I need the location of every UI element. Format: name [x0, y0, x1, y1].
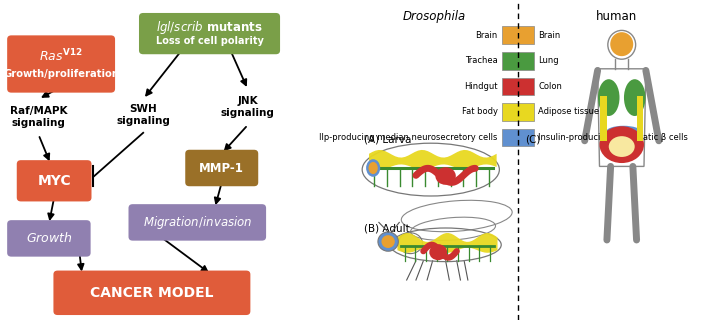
- Text: Hindgut: Hindgut: [464, 82, 498, 91]
- Text: Growth/proliferation: Growth/proliferation: [3, 68, 119, 79]
- Text: MMP-1: MMP-1: [199, 162, 244, 174]
- Text: $\mathbf{\mathit{Ras}^{V12}}$: $\mathbf{\mathit{Ras}^{V12}}$: [40, 48, 83, 64]
- Text: CANCER MODEL: CANCER MODEL: [90, 286, 214, 300]
- Ellipse shape: [436, 167, 456, 185]
- FancyBboxPatch shape: [128, 204, 266, 241]
- Ellipse shape: [378, 232, 398, 251]
- Bar: [502, 52, 534, 69]
- FancyBboxPatch shape: [139, 13, 280, 54]
- Text: (C): (C): [526, 134, 541, 144]
- Ellipse shape: [600, 126, 644, 163]
- Text: Ilp-producing median neurosecretory cells: Ilp-producing median neurosecretory cell…: [320, 133, 498, 142]
- Text: $\mathit{Migration/invasion}$: $\mathit{Migration/invasion}$: [143, 214, 252, 231]
- Text: Insulin-producing pancreatic β cells: Insulin-producing pancreatic β cells: [538, 133, 688, 142]
- Text: Raf/MAPK
signaling: Raf/MAPK signaling: [9, 106, 67, 128]
- FancyBboxPatch shape: [7, 220, 91, 257]
- Text: Fat body: Fat body: [462, 108, 498, 116]
- Text: JNK
signaling: JNK signaling: [221, 96, 275, 118]
- FancyBboxPatch shape: [17, 160, 91, 202]
- Text: Colon: Colon: [538, 82, 562, 91]
- Bar: [502, 129, 534, 146]
- Ellipse shape: [624, 79, 645, 116]
- Text: MYC: MYC: [37, 174, 71, 188]
- Bar: [636, 96, 643, 141]
- Bar: [502, 26, 534, 44]
- Text: Trachea: Trachea: [465, 56, 498, 65]
- Text: human: human: [595, 10, 636, 23]
- Ellipse shape: [606, 126, 642, 138]
- Bar: [600, 96, 607, 141]
- Ellipse shape: [598, 79, 619, 116]
- Text: Drosophila: Drosophila: [403, 10, 466, 23]
- Polygon shape: [369, 150, 497, 170]
- Text: Loss of cell polarity: Loss of cell polarity: [156, 36, 264, 46]
- Ellipse shape: [429, 244, 447, 260]
- Ellipse shape: [369, 162, 378, 174]
- Ellipse shape: [366, 159, 380, 177]
- Bar: [502, 103, 534, 121]
- Bar: [502, 77, 534, 95]
- Text: (A) Larva: (A) Larva: [364, 134, 411, 144]
- FancyBboxPatch shape: [185, 150, 258, 186]
- Text: SWH
signaling: SWH signaling: [116, 104, 170, 126]
- Ellipse shape: [609, 136, 635, 157]
- Text: Lung: Lung: [538, 56, 559, 65]
- Text: $\mathit{Growth}$: $\mathit{Growth}$: [25, 231, 72, 245]
- Text: $\mathbf{\mathit{lgl/scrib}}$ mutants: $\mathbf{\mathit{lgl/scrib}}$ mutants: [156, 19, 263, 36]
- FancyBboxPatch shape: [53, 270, 251, 315]
- FancyBboxPatch shape: [7, 36, 115, 92]
- Polygon shape: [397, 233, 498, 253]
- Text: (B) Adult: (B) Adult: [364, 224, 410, 234]
- Text: Adipose tissue: Adipose tissue: [538, 108, 599, 116]
- Ellipse shape: [611, 32, 633, 56]
- Ellipse shape: [382, 235, 395, 248]
- Text: Brain: Brain: [538, 31, 560, 40]
- Text: Brain: Brain: [475, 31, 498, 40]
